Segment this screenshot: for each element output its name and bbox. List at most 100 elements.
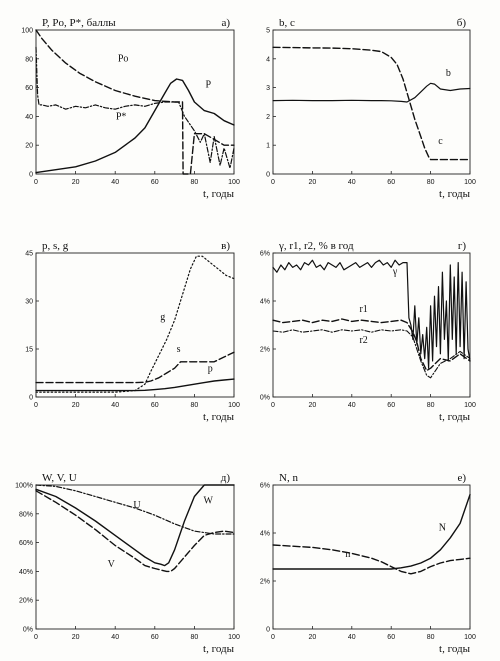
series-label: N bbox=[439, 523, 446, 534]
series-line-p bbox=[35, 378, 235, 392]
x-tick-label: 40 bbox=[111, 402, 119, 409]
series-label: γ bbox=[392, 267, 398, 278]
y-tick-label: 0 bbox=[266, 172, 270, 179]
y-tick-label: 80 bbox=[25, 56, 33, 63]
x-tick-label: 100 bbox=[228, 402, 240, 409]
x-tick-label: 80 bbox=[427, 402, 435, 409]
x-axis-label: t, годы bbox=[439, 188, 471, 200]
x-tick-label: 40 bbox=[111, 634, 119, 641]
y-tick-label: 0 bbox=[266, 627, 270, 634]
plot-frame bbox=[272, 29, 471, 175]
y-tick-label: 5 bbox=[266, 28, 270, 35]
x-tick-label: 20 bbox=[309, 634, 317, 641]
x-tick-label: 100 bbox=[464, 402, 476, 409]
series-label: p bbox=[208, 363, 213, 374]
chart-title: W, V, U bbox=[42, 472, 77, 484]
series-line-r2 bbox=[272, 329, 471, 379]
x-tick-label: 20 bbox=[72, 634, 80, 641]
plot-frame bbox=[35, 29, 235, 175]
plot-frame bbox=[35, 484, 235, 630]
series-label: b bbox=[446, 68, 451, 79]
x-tick-label: 40 bbox=[348, 179, 356, 186]
plot-frame bbox=[272, 484, 471, 630]
y-tick-label: 0% bbox=[23, 627, 33, 634]
y-tick-label: 20% bbox=[19, 598, 33, 605]
series-label: s bbox=[177, 344, 181, 355]
x-tick-label: 0 bbox=[34, 634, 38, 641]
x-tick-label: 0 bbox=[34, 179, 38, 186]
series-label: P* bbox=[116, 111, 127, 122]
y-tick-label: 2% bbox=[260, 347, 270, 354]
x-tick-label: 80 bbox=[427, 634, 435, 641]
x-tick-label: 20 bbox=[72, 402, 80, 409]
x-axis-label: t, годы bbox=[203, 188, 235, 200]
y-tick-label: 100 bbox=[21, 28, 33, 35]
x-tick-label: 60 bbox=[151, 402, 159, 409]
y-tick-label: 15 bbox=[25, 347, 33, 354]
y-tick-label: 40% bbox=[19, 569, 33, 576]
x-tick-label: 40 bbox=[348, 402, 356, 409]
series-line-W bbox=[35, 484, 235, 567]
chart-panel-v: 0 20 40 60 80 100 0 15 30 45 p, s, g в) t, годы g s p bbox=[25, 240, 240, 423]
plot-frame bbox=[272, 252, 471, 398]
y-tick-label: 60% bbox=[19, 540, 33, 547]
series-line-g bbox=[35, 255, 235, 393]
x-tick-label: 60 bbox=[387, 402, 395, 409]
chart-panel-e: 0 20 40 60 80 100 0 2% 4% 6% N, n е) t, годы n N bbox=[260, 472, 476, 655]
series-label: c bbox=[438, 136, 443, 147]
x-tick-label: 100 bbox=[228, 634, 240, 641]
x-tick-label: 0 bbox=[271, 179, 275, 186]
x-tick-label: 80 bbox=[191, 402, 199, 409]
x-tick-label: 40 bbox=[348, 634, 356, 641]
y-tick-label: 0 bbox=[29, 172, 33, 179]
y-tick-label: 3 bbox=[266, 85, 270, 92]
chart-title: γ, r1, r2, % в год bbox=[278, 240, 354, 252]
y-tick-label: 6% bbox=[260, 251, 270, 258]
x-tick-label: 100 bbox=[464, 179, 476, 186]
x-tick-label: 20 bbox=[309, 179, 317, 186]
series-line-Pо bbox=[35, 29, 235, 175]
plot-frame bbox=[35, 252, 235, 398]
x-tick-label: 20 bbox=[72, 179, 80, 186]
x-axis-label: t, годы bbox=[439, 411, 471, 423]
x-tick-label: 40 bbox=[111, 179, 119, 186]
panel-label: б) bbox=[457, 17, 467, 29]
x-tick-label: 0 bbox=[271, 634, 275, 641]
series-label: g bbox=[160, 312, 165, 323]
x-tick-label: 60 bbox=[387, 634, 395, 641]
series-line-r1 bbox=[272, 318, 471, 372]
x-tick-label: 60 bbox=[151, 179, 159, 186]
chart-title: N, n bbox=[279, 472, 298, 484]
chart-title: b, c bbox=[279, 17, 295, 29]
panel-label: г) bbox=[458, 240, 467, 252]
series-line-V bbox=[35, 490, 235, 573]
panel-label: в) bbox=[221, 240, 230, 252]
y-tick-label: 20 bbox=[25, 143, 33, 150]
x-tick-label: 0 bbox=[34, 402, 38, 409]
y-tick-label: 4% bbox=[260, 299, 270, 306]
x-tick-label: 60 bbox=[387, 179, 395, 186]
y-tick-label: 4% bbox=[260, 531, 270, 538]
series-label: n bbox=[345, 549, 350, 560]
y-tick-label: 30 bbox=[25, 299, 33, 306]
x-axis-label: t, годы bbox=[439, 643, 471, 655]
series-label: U bbox=[133, 500, 141, 511]
series-line-γ bbox=[272, 259, 471, 369]
x-tick-label: 100 bbox=[464, 634, 476, 641]
y-tick-label: 60 bbox=[25, 85, 33, 92]
series-line-c bbox=[272, 46, 471, 161]
y-tick-label: 2 bbox=[266, 114, 270, 121]
y-tick-label: 4 bbox=[266, 56, 270, 63]
series-line-s bbox=[35, 351, 235, 384]
y-tick-label: 2% bbox=[260, 579, 270, 586]
series-line-U bbox=[35, 484, 235, 535]
y-tick-label: 80% bbox=[19, 511, 33, 518]
x-tick-label: 100 bbox=[228, 179, 240, 186]
series-label: r1 bbox=[359, 304, 367, 315]
panel-label: е) bbox=[457, 472, 466, 484]
series-line-N bbox=[272, 493, 471, 570]
y-tick-label: 100% bbox=[15, 483, 33, 490]
y-tick-label: 0 bbox=[29, 395, 33, 402]
series-label: Pо bbox=[118, 54, 129, 65]
